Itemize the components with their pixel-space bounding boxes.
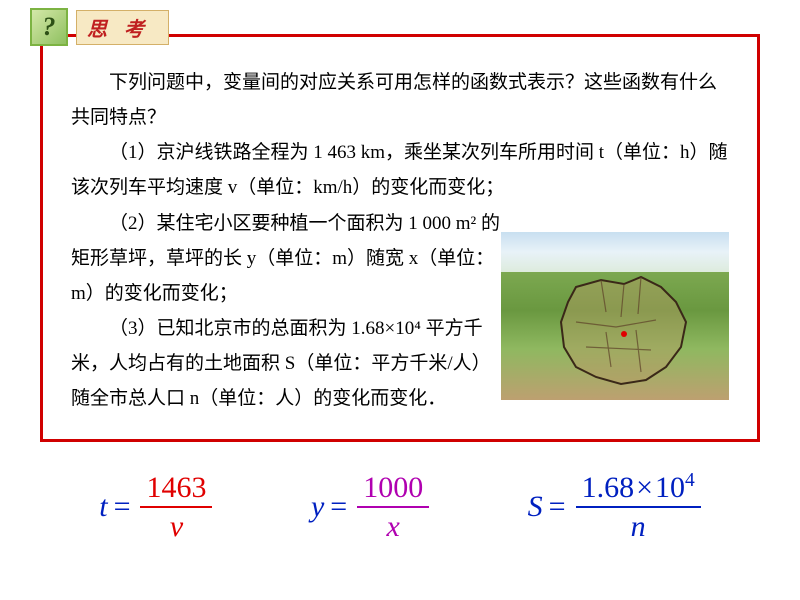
formula-3-lhs: S = (528, 490, 566, 524)
formula-1-lhs: t = (99, 490, 130, 524)
formula-2: y = 1000 x (311, 470, 429, 543)
question-mark: ? (43, 12, 56, 42)
formula-1-fraction: 1463 v (140, 471, 212, 543)
intro-paragraph: 下列问题中，变量间的对应关系可用怎样的函数式表示？这些函数有什么共同特点？ (71, 65, 729, 135)
formula-row: t = 1463 v y = 1000 x S = 1.68×104 (0, 470, 800, 543)
formula-3: S = 1.68×104 n (528, 470, 701, 543)
thinking-header: ? 思 考 (30, 8, 169, 46)
item-3: （3）已知北京市的总面积为 1.68×10⁴ 平方千米，人均占有的土地面积 S（… (71, 311, 501, 416)
formula-2-fraction: 1000 x (357, 471, 429, 543)
formula-1: t = 1463 v (99, 470, 212, 543)
question-icon: ? (30, 8, 68, 46)
content-box: 下列问题中，变量间的对应关系可用怎样的函数式表示？这些函数有什么共同特点？ （1… (40, 34, 760, 442)
beijing-map-image (501, 232, 729, 400)
thinking-label: 思 考 (76, 10, 169, 45)
formula-2-lhs: y = (311, 490, 347, 524)
item-1: （1）京沪线铁路全程为 1 463 km，乘坐某次列车所用时间 t（单位：h）随… (71, 135, 729, 205)
item-2: （2）某住宅小区要种植一个面积为 1 000 m² 的矩形草坪，草坪的长 y（单… (71, 206, 501, 311)
map-outline (546, 272, 706, 392)
formula-3-fraction: 1.68×104 n (576, 470, 701, 543)
